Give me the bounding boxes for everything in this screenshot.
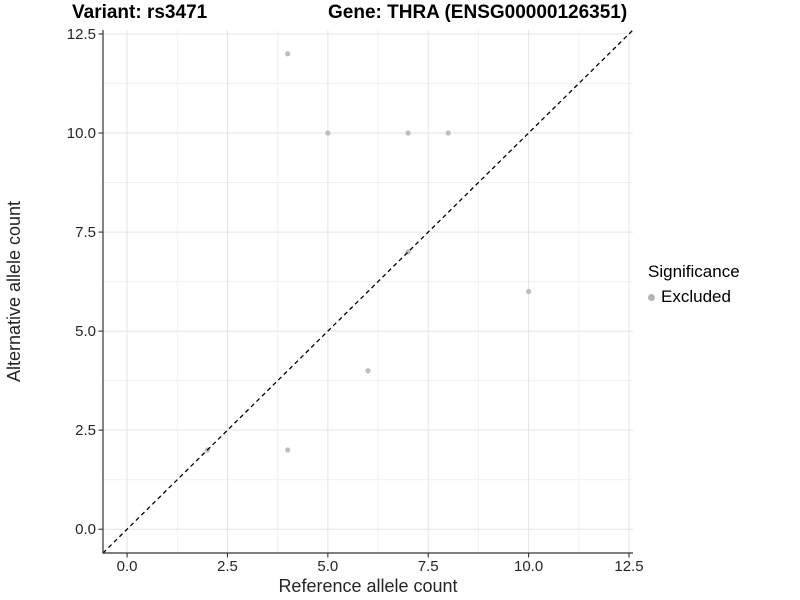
x-tick-label: 7.5 [418, 558, 439, 575]
data-point [285, 51, 291, 57]
y-axis-title: Alternative allele count [4, 201, 24, 382]
identity-dashed-line [102, 29, 634, 554]
y-tick-label: 2.5 [75, 422, 96, 439]
plot-title-variant: Variant: rs3471 [72, 2, 208, 23]
x-axis-title: Reference allele count [278, 576, 457, 596]
x-tick-label: 2.5 [217, 558, 238, 575]
data-point [365, 368, 371, 374]
data-point [285, 447, 291, 453]
legend-entry-label: Excluded [661, 287, 731, 306]
y-tick-label: 10.0 [67, 125, 96, 142]
y-tick-label: 5.0 [75, 323, 96, 340]
legend-entry-excluded: Excluded [648, 287, 740, 307]
y-tick-label: 12.5 [67, 26, 96, 43]
x-tick-label: 5.0 [317, 558, 338, 575]
data-point [325, 130, 331, 136]
legend: Significance Excluded [648, 262, 740, 307]
legend-title: Significance [648, 262, 740, 281]
data-point [445, 130, 451, 136]
x-tick-label: 0.0 [117, 558, 138, 575]
y-tick-label: 0.0 [75, 521, 96, 538]
data-point [405, 130, 411, 136]
data-point [526, 288, 532, 295]
plot-title-gene: Gene: THRA (ENSG00000126351) [328, 2, 628, 23]
excluded-point-icon [648, 293, 655, 301]
x-tick-label: 12.5 [614, 558, 643, 575]
x-tick-label: 10.0 [514, 558, 543, 575]
y-tick-label: 7.5 [75, 224, 96, 241]
